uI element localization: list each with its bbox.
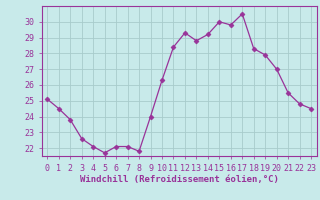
X-axis label: Windchill (Refroidissement éolien,°C): Windchill (Refroidissement éolien,°C): [80, 175, 279, 184]
